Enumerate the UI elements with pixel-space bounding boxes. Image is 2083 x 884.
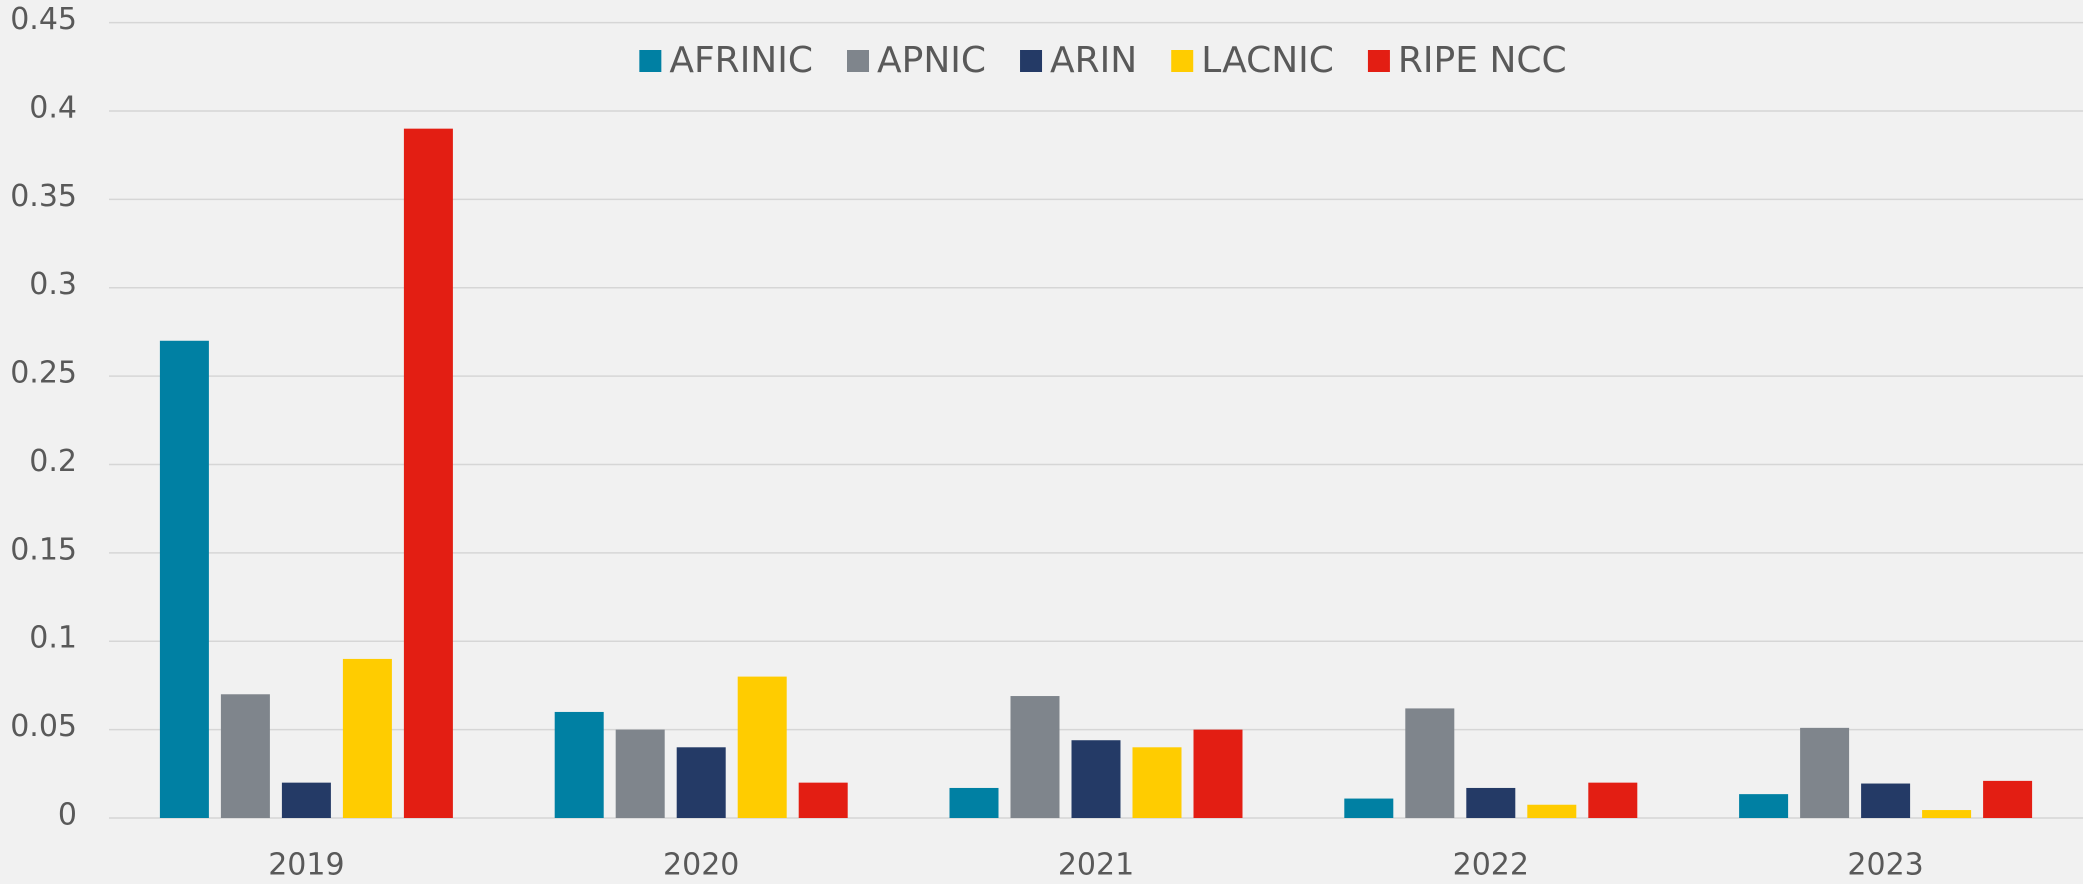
bar: [1739, 794, 1789, 818]
y-tick-label: 0.4: [29, 90, 77, 125]
y-tick-label: 0.25: [10, 356, 77, 391]
legend-label: LACNIC: [1201, 40, 1334, 81]
bar: [798, 782, 848, 818]
bar: [1922, 810, 1972, 818]
bar: [342, 658, 392, 818]
y-tick-label: 0: [58, 798, 77, 833]
x-tick-label: 2020: [663, 848, 739, 883]
legend-swatch: [1367, 50, 1390, 72]
bar: [220, 694, 270, 818]
bar: [1193, 729, 1243, 818]
legend-label: ARIN: [1050, 40, 1137, 81]
bar: [1983, 780, 2033, 818]
bar: [1800, 727, 1850, 818]
x-tick-label: 2021: [1058, 848, 1134, 883]
bar: [615, 729, 665, 818]
bar: [403, 128, 453, 819]
y-tick-label: 0.45: [10, 2, 77, 37]
x-tick-label: 2023: [1847, 848, 1923, 883]
bar: [1861, 783, 1911, 818]
legend-swatch: [639, 50, 662, 72]
bar: [737, 676, 787, 818]
legend-swatch: [1020, 50, 1043, 72]
y-tick-label: 0.3: [29, 267, 77, 302]
y-tick-label: 0.05: [10, 709, 77, 744]
legend-swatch: [847, 50, 869, 72]
bar: [1071, 740, 1121, 818]
bar: [1010, 696, 1060, 818]
y-tick-label: 0.15: [10, 532, 77, 567]
bar: [1344, 798, 1394, 818]
bar: [949, 787, 999, 818]
legend-label: RIPE NCC: [1398, 40, 1567, 81]
bar: [1527, 804, 1577, 818]
bar: [676, 747, 726, 818]
y-tick-label: 0.2: [29, 444, 77, 479]
bar: [1588, 782, 1638, 818]
legend-label: AFRINIC: [669, 40, 813, 81]
bar: [1405, 708, 1455, 818]
bar: [281, 782, 331, 818]
x-tick-label: 2022: [1453, 848, 1529, 883]
bar: [1132, 747, 1182, 818]
bar: [554, 711, 604, 818]
bar: [1466, 787, 1516, 818]
legend-label: APNIC: [877, 40, 986, 81]
bar: [159, 340, 209, 818]
legend-swatch: [1171, 50, 1194, 72]
y-tick-label: 0.1: [29, 621, 77, 656]
y-tick-label: 0.35: [10, 179, 77, 214]
x-tick-label: 2019: [268, 848, 344, 883]
